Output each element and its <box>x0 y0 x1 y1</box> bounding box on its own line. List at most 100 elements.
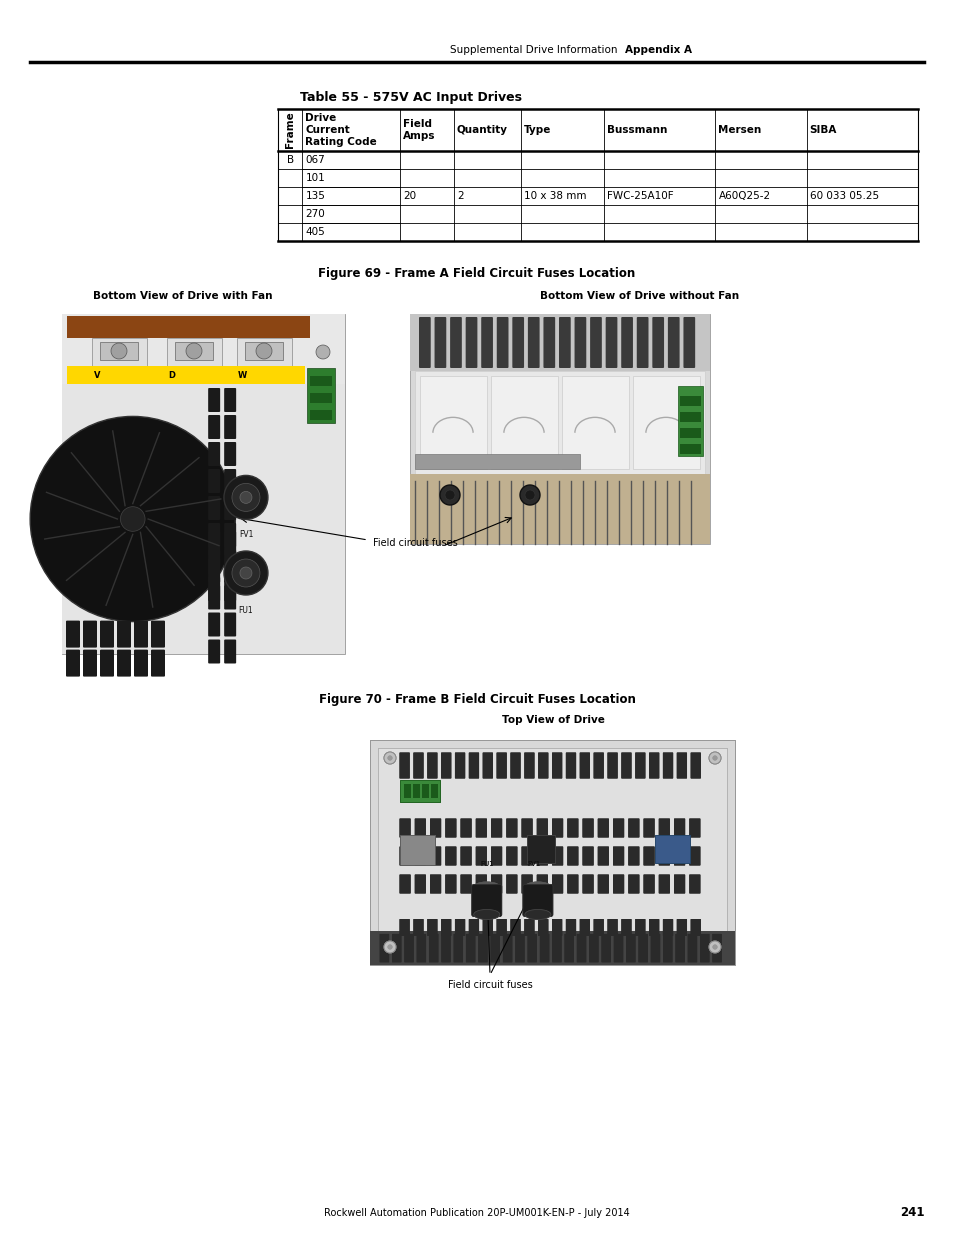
Circle shape <box>111 343 127 359</box>
FancyBboxPatch shape <box>413 752 423 778</box>
FancyBboxPatch shape <box>690 752 700 778</box>
FancyBboxPatch shape <box>628 846 639 866</box>
FancyBboxPatch shape <box>208 558 220 583</box>
FancyBboxPatch shape <box>445 874 456 893</box>
Bar <box>526 835 555 863</box>
Text: 405: 405 <box>305 227 325 237</box>
FancyBboxPatch shape <box>416 934 426 962</box>
FancyBboxPatch shape <box>605 317 617 368</box>
FancyBboxPatch shape <box>497 317 508 368</box>
FancyBboxPatch shape <box>399 752 409 778</box>
Text: Drive
Current
Rating Code: Drive Current Rating Code <box>305 112 376 147</box>
Bar <box>633 375 700 469</box>
FancyBboxPatch shape <box>613 846 623 866</box>
Text: Bussmann: Bussmann <box>606 125 667 135</box>
FancyBboxPatch shape <box>613 819 623 837</box>
Ellipse shape <box>523 882 552 893</box>
FancyBboxPatch shape <box>565 752 576 778</box>
FancyBboxPatch shape <box>430 846 440 866</box>
FancyBboxPatch shape <box>598 846 608 866</box>
FancyBboxPatch shape <box>510 752 520 778</box>
FancyBboxPatch shape <box>506 846 517 866</box>
FancyBboxPatch shape <box>482 752 493 778</box>
FancyBboxPatch shape <box>628 874 639 893</box>
FancyBboxPatch shape <box>510 752 520 778</box>
FancyBboxPatch shape <box>659 819 669 837</box>
FancyBboxPatch shape <box>537 752 548 778</box>
FancyBboxPatch shape <box>650 934 659 962</box>
Circle shape <box>240 492 252 504</box>
FancyBboxPatch shape <box>455 919 465 936</box>
FancyBboxPatch shape <box>537 819 547 837</box>
FancyBboxPatch shape <box>643 874 654 893</box>
FancyBboxPatch shape <box>413 919 423 936</box>
Bar <box>679 429 700 438</box>
FancyBboxPatch shape <box>208 469 220 493</box>
FancyBboxPatch shape <box>476 819 486 837</box>
Bar <box>413 784 419 798</box>
FancyBboxPatch shape <box>582 874 593 893</box>
Circle shape <box>387 945 392 950</box>
FancyBboxPatch shape <box>675 934 684 962</box>
FancyBboxPatch shape <box>440 752 451 778</box>
Bar <box>377 748 726 957</box>
Bar <box>526 835 555 863</box>
FancyBboxPatch shape <box>445 874 456 893</box>
Ellipse shape <box>474 909 499 920</box>
FancyBboxPatch shape <box>454 934 462 962</box>
FancyBboxPatch shape <box>607 919 617 936</box>
Circle shape <box>712 945 717 950</box>
FancyBboxPatch shape <box>413 919 423 936</box>
FancyBboxPatch shape <box>552 846 562 866</box>
Bar <box>655 835 689 863</box>
FancyBboxPatch shape <box>579 919 589 936</box>
FancyBboxPatch shape <box>577 934 586 962</box>
Bar <box>62 384 345 655</box>
FancyBboxPatch shape <box>659 874 669 893</box>
FancyBboxPatch shape <box>460 846 471 866</box>
FancyBboxPatch shape <box>392 934 401 962</box>
FancyBboxPatch shape <box>607 752 617 778</box>
Text: 270: 270 <box>305 209 325 219</box>
FancyBboxPatch shape <box>521 874 532 893</box>
FancyBboxPatch shape <box>643 846 654 866</box>
FancyBboxPatch shape <box>567 846 578 866</box>
FancyBboxPatch shape <box>620 919 631 936</box>
Ellipse shape <box>524 909 550 920</box>
FancyBboxPatch shape <box>527 317 539 368</box>
FancyBboxPatch shape <box>613 874 623 893</box>
FancyBboxPatch shape <box>564 934 574 962</box>
FancyBboxPatch shape <box>465 934 475 962</box>
FancyBboxPatch shape <box>598 819 608 837</box>
FancyBboxPatch shape <box>662 934 672 962</box>
Bar <box>236 338 292 366</box>
FancyBboxPatch shape <box>552 819 562 837</box>
FancyBboxPatch shape <box>224 613 236 636</box>
FancyBboxPatch shape <box>482 919 493 936</box>
FancyBboxPatch shape <box>416 934 426 962</box>
Text: Field
Amps: Field Amps <box>403 119 436 141</box>
Circle shape <box>708 941 720 953</box>
FancyBboxPatch shape <box>552 752 561 778</box>
FancyBboxPatch shape <box>558 317 570 368</box>
FancyBboxPatch shape <box>506 846 517 866</box>
Bar <box>62 314 345 432</box>
Bar <box>67 316 310 338</box>
FancyBboxPatch shape <box>404 934 414 962</box>
FancyBboxPatch shape <box>399 919 409 936</box>
FancyBboxPatch shape <box>650 934 659 962</box>
FancyBboxPatch shape <box>620 752 631 778</box>
Bar <box>62 314 345 655</box>
FancyBboxPatch shape <box>582 819 593 837</box>
Text: Type: Type <box>523 125 551 135</box>
FancyBboxPatch shape <box>455 752 465 778</box>
Text: Frame: Frame <box>285 111 294 148</box>
FancyBboxPatch shape <box>440 752 451 778</box>
FancyBboxPatch shape <box>590 317 601 368</box>
FancyBboxPatch shape <box>521 874 532 893</box>
FancyBboxPatch shape <box>477 934 487 962</box>
Bar <box>100 342 138 359</box>
FancyBboxPatch shape <box>415 819 425 837</box>
Circle shape <box>30 416 235 621</box>
FancyBboxPatch shape <box>496 752 506 778</box>
